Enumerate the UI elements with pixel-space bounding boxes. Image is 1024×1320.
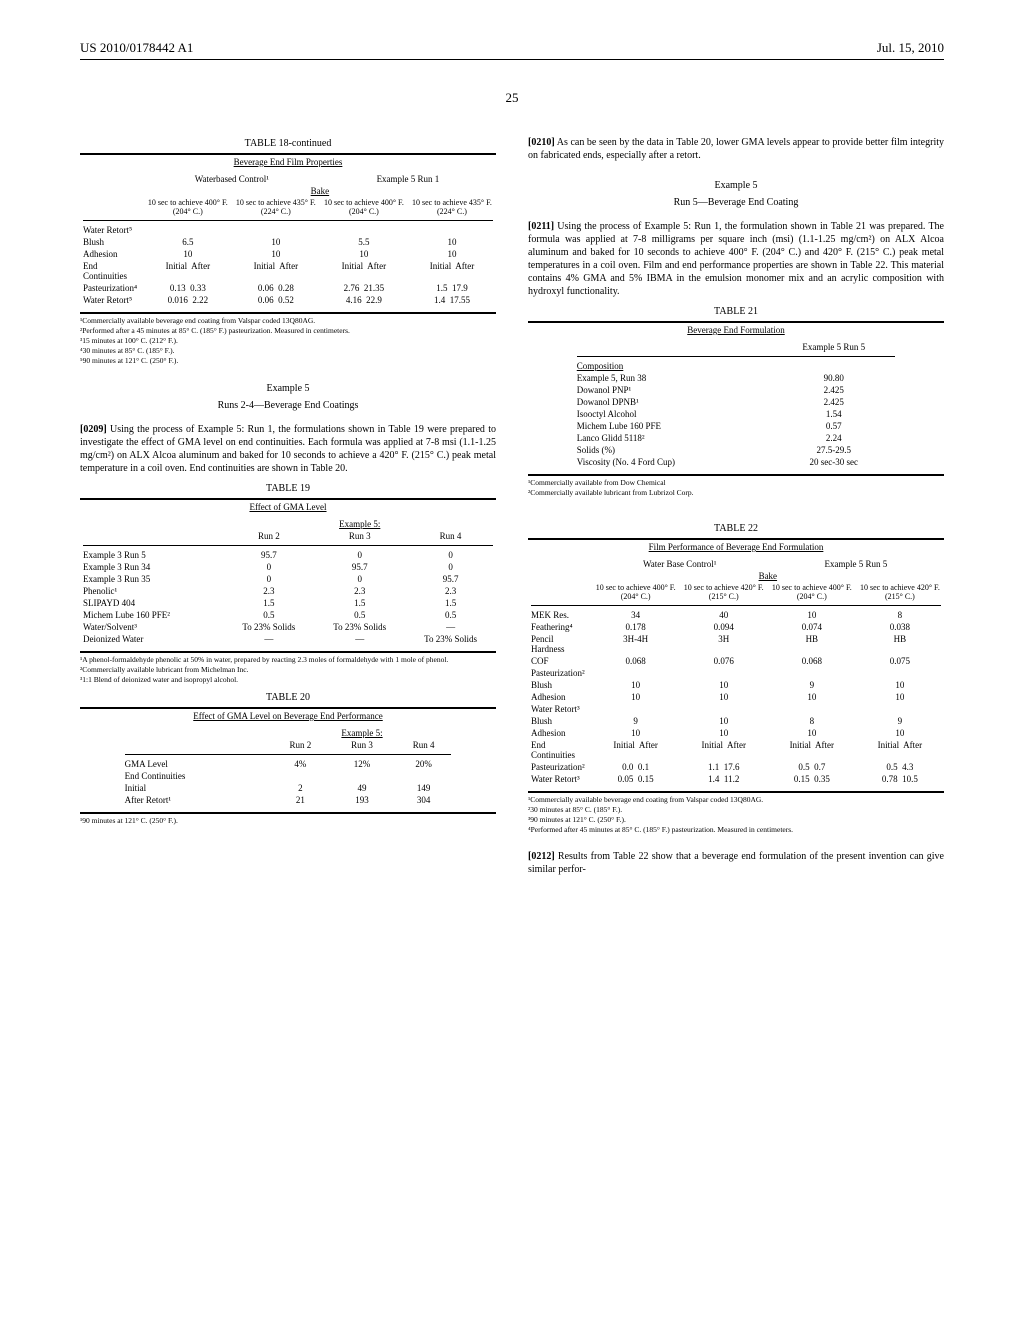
- table18-subtitle: Beverage End Film Properties: [80, 157, 496, 167]
- table-row: SLIPAYD 4041.51.51.5: [80, 597, 496, 609]
- table18-sub: Bake: [144, 185, 496, 197]
- table18-gh2: Example 5 Run 1: [320, 173, 496, 185]
- table22: Water Base Control¹ Example 5 Run 5 Bake…: [528, 558, 944, 785]
- footnote: ⁵90 minutes at 121° C. (250° F.).: [80, 356, 496, 365]
- table-row: Pasteurization⁴0.13 0.330.06 0.282.76 21…: [80, 282, 496, 294]
- page-container: US 2010/0178442 A1 Jul. 15, 2010 25 TABL…: [0, 0, 1024, 922]
- table20-title: TABLE 20: [80, 692, 496, 703]
- table-row: Water Retort³0.05 0.151.4 11.20.15 0.350…: [528, 773, 944, 785]
- table-row: End Continuities: [122, 770, 455, 782]
- ex5b-sub: Run 5—Beverage End Coating: [528, 197, 944, 208]
- table-row: End ContinuitiesInitial AfterInitial Aft…: [528, 739, 944, 761]
- publication-date: Jul. 15, 2010: [877, 40, 944, 56]
- footnote: ²Commercially available lubricant from M…: [80, 665, 496, 674]
- footnote: ³90 minutes at 121° C. (250° F.).: [528, 815, 944, 824]
- content-columns: TABLE 18-continued Beverage End Film Pro…: [80, 130, 944, 882]
- table-row: End ContinuitiesInitial AfterInitial Aft…: [80, 260, 496, 282]
- table-row: Solids (%)27.5-29.5: [574, 444, 898, 456]
- footnote: ¹90 minutes at 121° C. (250° F.).: [80, 816, 496, 825]
- table-row: GMA Level4%12%20%: [122, 758, 455, 770]
- table21-title: TABLE 21: [528, 306, 944, 317]
- footnote: ⁴30 minutes at 85° C. (185° F.).: [80, 346, 496, 355]
- table21-subtitle: Beverage End Formulation: [528, 325, 944, 335]
- footnote: ¹Commercially available beverage end coa…: [528, 795, 944, 804]
- table-row: Deionized Water——To 23% Solids: [80, 633, 496, 645]
- table18-gh1: Waterbased Control¹: [144, 173, 320, 185]
- table-row: Lanco Glidd 5118²2.24: [574, 432, 898, 444]
- para-0212: [0212] Results from Table 22 show that a…: [528, 850, 944, 876]
- table-row: Example 5, Run 3890.80: [574, 372, 898, 384]
- footnote: ²Performed after a 45 minutes at 85° C. …: [80, 326, 496, 335]
- table-row: Blush1010910: [528, 679, 944, 691]
- footnote: ²30 minutes at 85° C. (185° F.).: [528, 805, 944, 814]
- publication-number: US 2010/0178442 A1: [80, 40, 193, 56]
- table20-subtitle: Effect of GMA Level on Beverage End Perf…: [80, 711, 496, 721]
- table-row: MEK Res.3440108: [528, 609, 944, 621]
- table-row: Adhesion10101010: [528, 691, 944, 703]
- para-0209: [0209] Using the process of Example 5: R…: [80, 423, 496, 475]
- table-row: Feathering⁴0.1780.0940.0740.038: [528, 621, 944, 633]
- table-row: Michem Lube 160 PFE0.57: [574, 420, 898, 432]
- table-row: COF0.0680.0760.0680.075: [528, 655, 944, 667]
- table-row: Dowanol DPNB¹2.425: [574, 396, 898, 408]
- table-row: Water Retort⁵: [80, 224, 496, 236]
- table-row: Blush6.5105.510: [80, 236, 496, 248]
- table-row: Pasteurization²0.0 0.11.1 17.60.5 0.70.5…: [528, 761, 944, 773]
- footnote: ³15 minutes at 100° C. (212° F.).: [80, 336, 496, 345]
- table20: Example 5: Run 2 Run 3 Run 4 GMA Level4%…: [122, 727, 455, 806]
- footnote: ³1:1 Blend of deionized water and isopro…: [80, 675, 496, 684]
- table-row: Phenolic¹2.32.32.3: [80, 585, 496, 597]
- left-column: TABLE 18-continued Beverage End Film Pro…: [80, 130, 496, 882]
- table19-title: TABLE 19: [80, 483, 496, 494]
- table-row: Adhesion10101010: [528, 727, 944, 739]
- footnote: ¹Commercially available from Dow Chemica…: [528, 478, 944, 487]
- table-row: Water Retort³: [528, 703, 944, 715]
- footnote: ¹A phenol-formaldehyde phenolic at 50% i…: [80, 655, 496, 664]
- table-row: Water/Solvent³To 23% SolidsTo 23% Solids…: [80, 621, 496, 633]
- table-row: Dowanol PNP¹2.425: [574, 384, 898, 396]
- footnote: ²Commercially available lubricant from L…: [528, 488, 944, 497]
- table-row: Isooctyl Alcohol1.54: [574, 408, 898, 420]
- table19-subtitle: Effect of GMA Level: [80, 502, 496, 512]
- table-row: After Retort¹21193304: [122, 794, 455, 806]
- table-row: Example 3 Run 595.700: [80, 549, 496, 561]
- table19: Example 5: Run 2 Run 3 Run 4 Example 3 R…: [80, 518, 496, 645]
- table22-subtitle: Film Performance of Beverage End Formula…: [528, 542, 944, 552]
- ex5a-title: Example 5: [80, 383, 496, 394]
- footnote: ¹Commercially available beverage end coa…: [80, 316, 496, 325]
- right-column: [0210] As can be seen by the data in Tab…: [528, 130, 944, 882]
- table-row: Michem Lube 160 PFE²0.50.50.5: [80, 609, 496, 621]
- footnote: ⁴Performed after 45 minutes at 85° C. (1…: [528, 825, 944, 834]
- table18-title: TABLE 18-continued: [80, 138, 496, 149]
- page-number: 25: [80, 90, 944, 106]
- table-row: Water Retort⁵0.016 2.220.06 0.524.16 22.…: [80, 294, 496, 306]
- table-row: Pasteurization²: [528, 667, 944, 679]
- page-header: US 2010/0178442 A1 Jul. 15, 2010: [80, 40, 944, 60]
- ex5b-title: Example 5: [528, 180, 944, 191]
- para-0211: [0211] Using the process of Example 5: R…: [528, 220, 944, 298]
- table-row: Viscosity (No. 4 Ford Cup)20 sec-30 sec: [574, 456, 898, 468]
- table-row: Initial249149: [122, 782, 455, 794]
- table-row: Pencil Hardness3H-4H3HHBHB: [528, 633, 944, 655]
- table-row: Example 3 Run 34095.70: [80, 561, 496, 573]
- table-row: Blush91089: [528, 715, 944, 727]
- table18: Waterbased Control¹ Example 5 Run 1 Bake…: [80, 173, 496, 306]
- ex5a-sub: Runs 2-4—Beverage End Coatings: [80, 400, 496, 411]
- table-row: Example 3 Run 350095.7: [80, 573, 496, 585]
- table22-title: TABLE 22: [528, 523, 944, 534]
- table21: Example 5 Run 5 Composition Example 5, R…: [574, 341, 898, 468]
- table-row: Adhesion10101010: [80, 248, 496, 260]
- para-0210: [0210] As can be seen by the data in Tab…: [528, 136, 944, 162]
